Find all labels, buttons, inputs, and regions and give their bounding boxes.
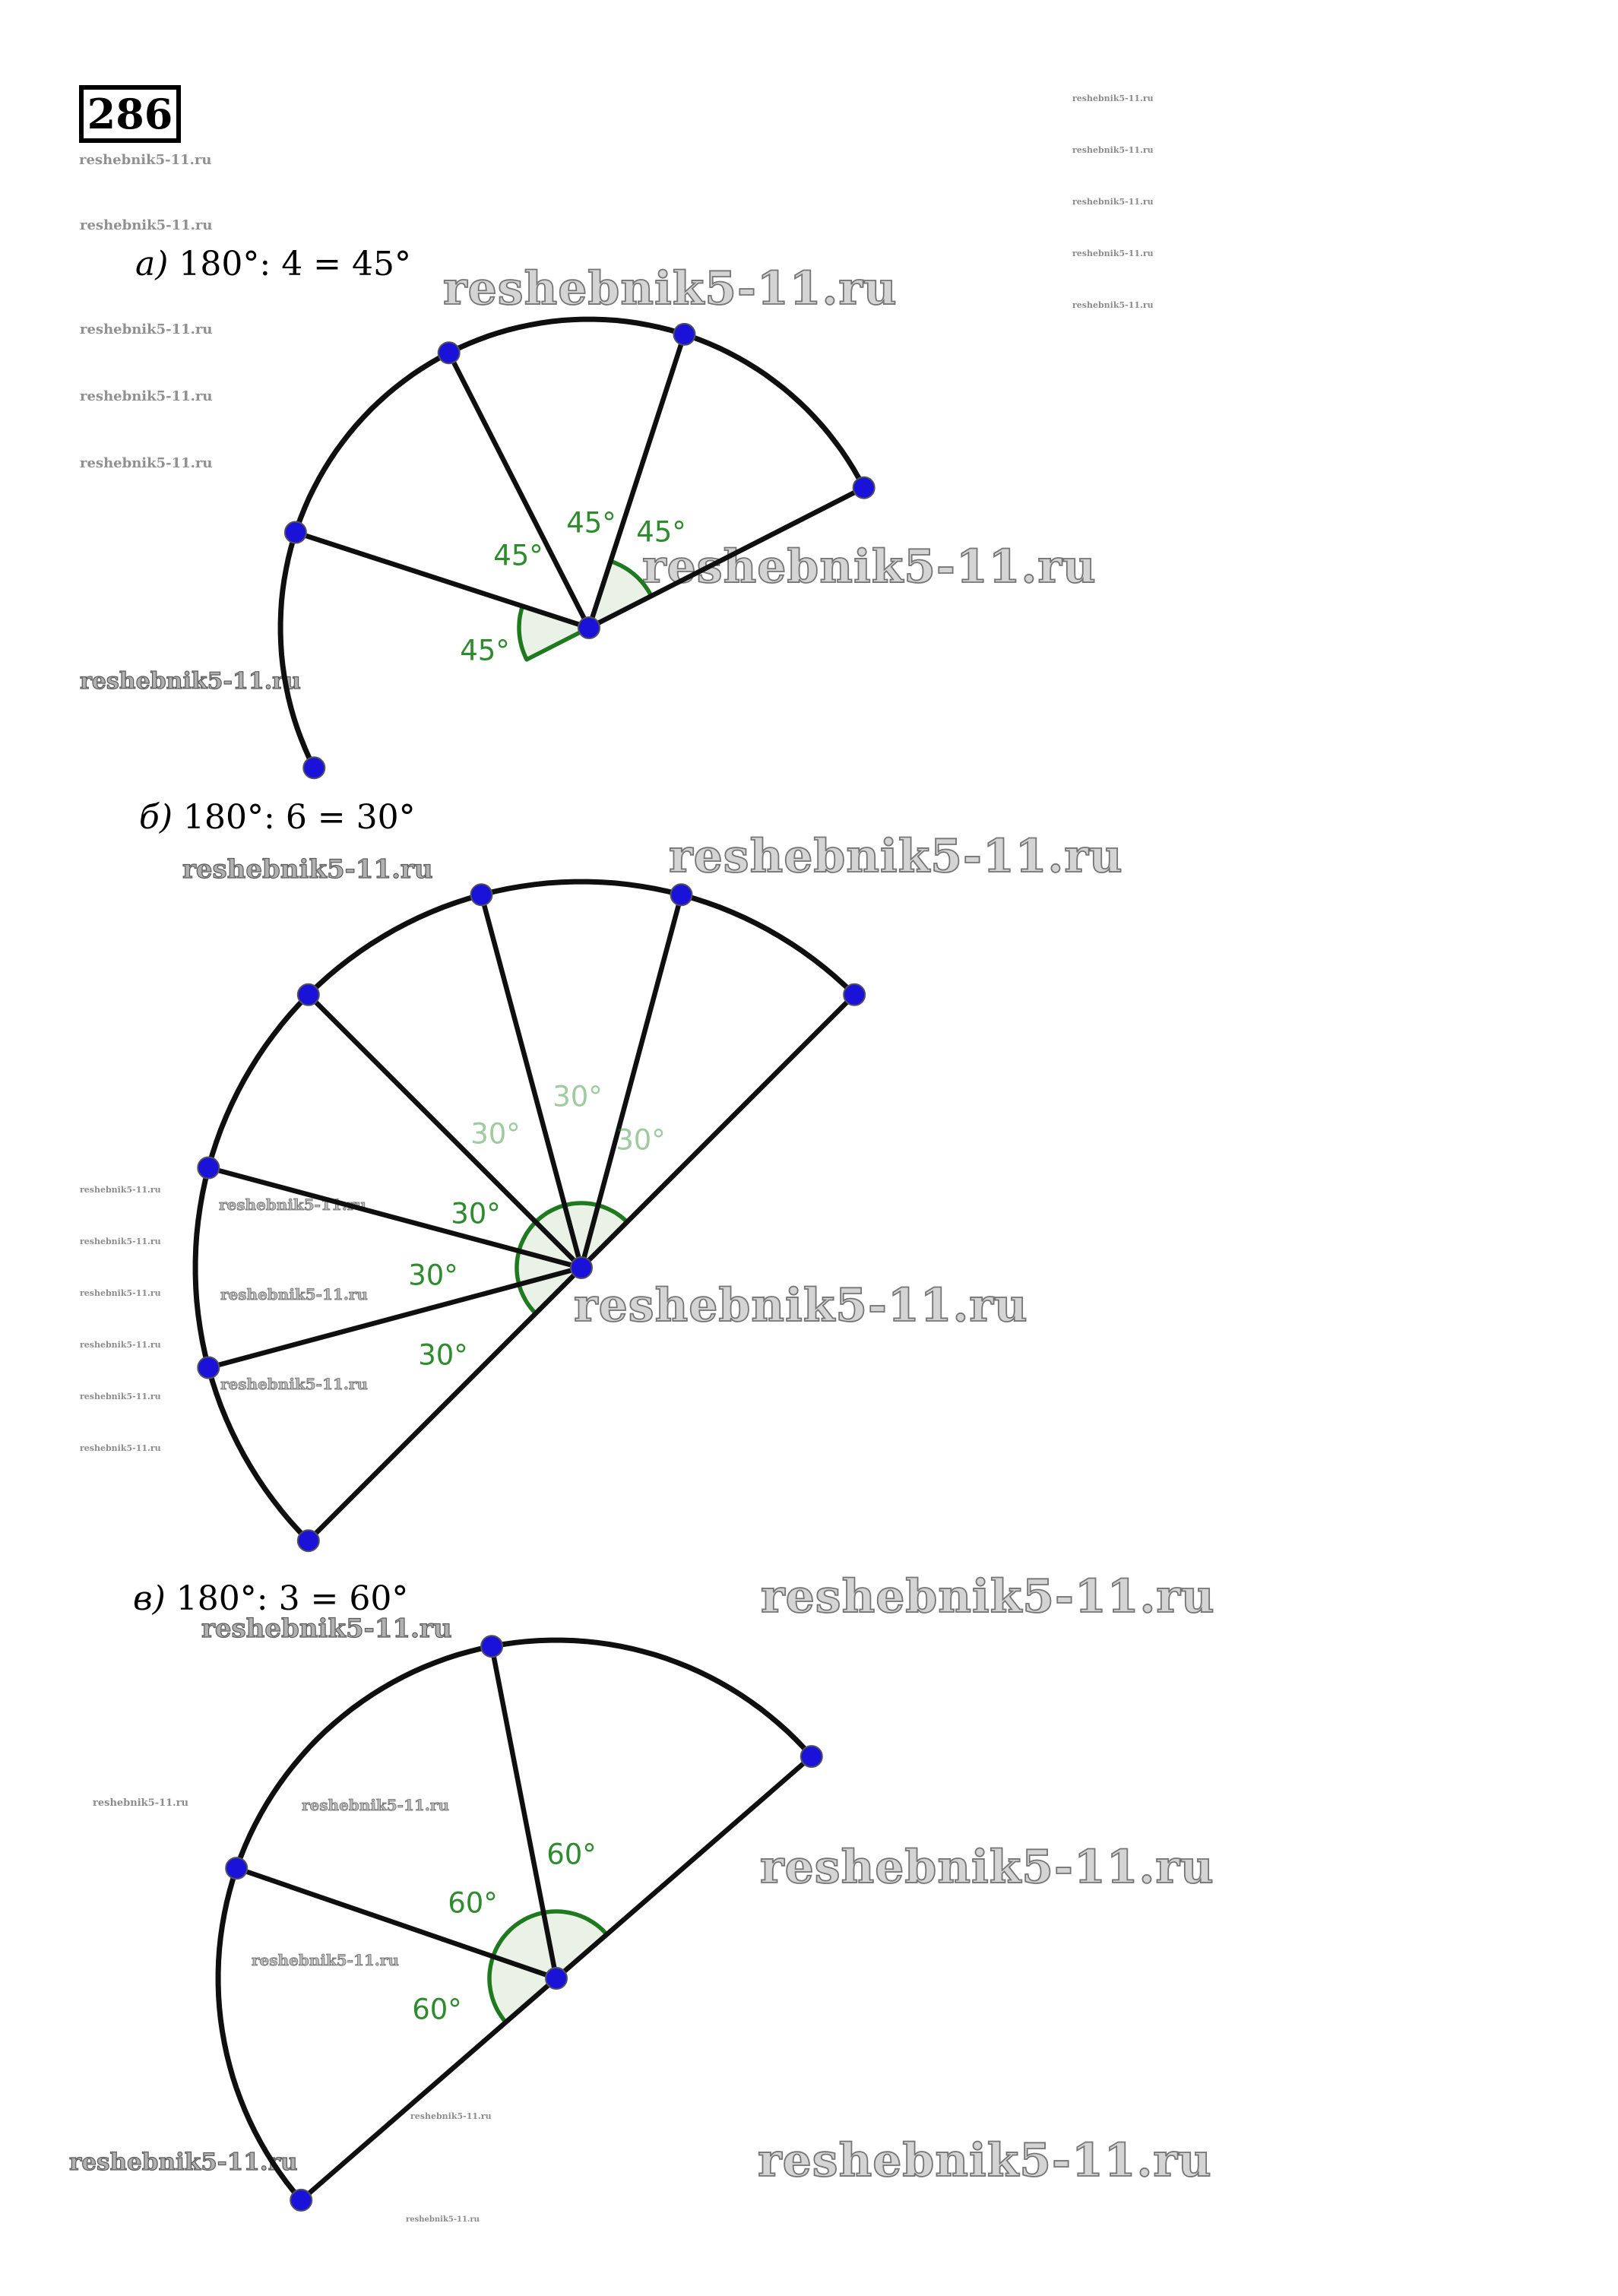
watermark-text: reshebnik5-11.ru [302, 1796, 450, 1814]
ray-line [293, 530, 592, 631]
ray-line [586, 485, 866, 631]
ray-line [206, 1165, 584, 1271]
arc-point-dot [290, 2188, 313, 2212]
watermark-text: reshebnik5-11.ru [759, 1841, 1214, 1894]
watermark-text: reshebnik5-11.ru [668, 830, 1123, 883]
angle-label: 60° [412, 1994, 462, 2026]
watermark-text: reshebnik5-11.ru [79, 152, 212, 168]
angle-sector [517, 603, 591, 662]
arc-point-dot [283, 521, 307, 544]
arc-point-dot [852, 476, 875, 499]
vertex-dot [578, 616, 600, 639]
ray-line [206, 1265, 584, 1370]
angle-label: 30° [553, 1081, 603, 1113]
semicircle-arc [277, 316, 867, 771]
angle-label: 45° [566, 507, 616, 540]
angle-label: 30° [418, 1339, 468, 1372]
ray-line [306, 1265, 584, 1544]
diagram-c: 60° 60° 60° [215, 1635, 823, 2212]
watermark-text: reshebnik5-11.ru [80, 1185, 161, 1195]
ray-line [298, 1975, 559, 2203]
ray-line [586, 331, 687, 631]
ray-line [233, 1865, 559, 1981]
arc-point-dot [670, 883, 693, 907]
arc-point-dot [302, 756, 326, 780]
watermark-text: reshebnik5-11.ru [80, 455, 213, 471]
ray-line [446, 350, 592, 631]
watermark-text: reshebnik5-11.ru [80, 1443, 161, 1453]
ray-line [578, 892, 684, 1271]
watermark-text: reshebnik5-11.ru [80, 1392, 161, 1401]
watermark-text: reshebnik5-11.ru [93, 1797, 189, 1809]
watermark-text: reshebnik5-11.ru [406, 2215, 480, 2224]
angle-label: 45° [636, 516, 686, 549]
arc-point-dot [197, 1356, 220, 1379]
watermark-text: reshebnik5-11.ru [757, 2134, 1212, 2187]
watermark-text: reshebnik5-11.ru [80, 1340, 161, 1350]
ray-line [306, 992, 584, 1271]
arc-point-dot [225, 1857, 249, 1880]
watermark-text: reshebnik5-11.ru [573, 1279, 1028, 1332]
watermark-text: reshebnik5-11.ru [80, 321, 213, 337]
watermark-text: reshebnik5-11.ru [220, 1285, 369, 1303]
diagram-b: 30° 30° 30° 30° 30° 30° [192, 879, 866, 1553]
watermark-text: reshebnik5-11.ru [80, 1288, 161, 1298]
arc-point-dot [296, 1529, 320, 1553]
vertex-dot [545, 1967, 568, 1990]
ray-line [489, 1643, 559, 1981]
angle-label: 30° [451, 1198, 501, 1230]
diagram-a: 45° 45° 45° 45° [277, 316, 875, 780]
angle-label: 30° [470, 1118, 521, 1151]
watermark-text: reshebnik5-11.ru [442, 262, 898, 315]
watermark-text: reshebnik5-11.ru [68, 2149, 298, 2176]
watermark-text: reshebnik5-11.ru [760, 1570, 1215, 1623]
watermark-text: reshebnik5-11.ru [80, 1237, 161, 1246]
watermark-text: reshebnik5-11.ru [1072, 249, 1154, 258]
ray-line [479, 892, 584, 1271]
ray-line [553, 1753, 815, 1981]
watermark-text: reshebnik5-11.ru [220, 1375, 369, 1393]
arc-point-dot [480, 1635, 504, 1658]
watermark-text: reshebnik5-11.ru [1072, 197, 1154, 207]
ray-line [578, 992, 857, 1271]
arc-point-dot [843, 983, 866, 1006]
watermark-text: reshebnik5-11.ru [1072, 145, 1154, 155]
angle-label: 30° [408, 1259, 458, 1292]
watermark-text: reshebnik5-11.ru [1072, 300, 1154, 310]
arc-point-dot [470, 883, 493, 907]
arc-point-dot [673, 322, 696, 346]
watermark-text: reshebnik5-11.ru [79, 668, 301, 695]
watermark-text: reshebnik5-11.ru [201, 1614, 452, 1644]
angle-sector [587, 559, 654, 630]
angle-label: 45° [460, 635, 510, 667]
arc-point-dot [197, 1156, 220, 1180]
arc-point-dot [437, 341, 461, 365]
angle-label: 60° [546, 1838, 597, 1871]
angle-label: 60° [448, 1887, 498, 1920]
watermark-text: reshebnik5-11.ru [80, 217, 213, 233]
angle-label: 45° [493, 540, 543, 572]
angle-label: 30° [616, 1124, 666, 1157]
arc-point-dot [800, 1745, 823, 1769]
semicircle-arc [215, 1637, 815, 2203]
watermark-text: reshebnik5-11.ru [641, 540, 1097, 594]
angle-sector [487, 1909, 610, 2025]
watermark-text: reshebnik5-11.ru [410, 2111, 492, 2121]
watermark-text: reshebnik5-11.ru [182, 854, 433, 885]
watermark-text: reshebnik5-11.ru [1072, 93, 1154, 103]
vertex-dot [570, 1256, 593, 1279]
watermark-text: reshebnik5-11.ru [252, 1951, 400, 1969]
arc-point-dot [296, 983, 320, 1006]
watermark-text: reshebnik5-11.ru [80, 388, 213, 404]
